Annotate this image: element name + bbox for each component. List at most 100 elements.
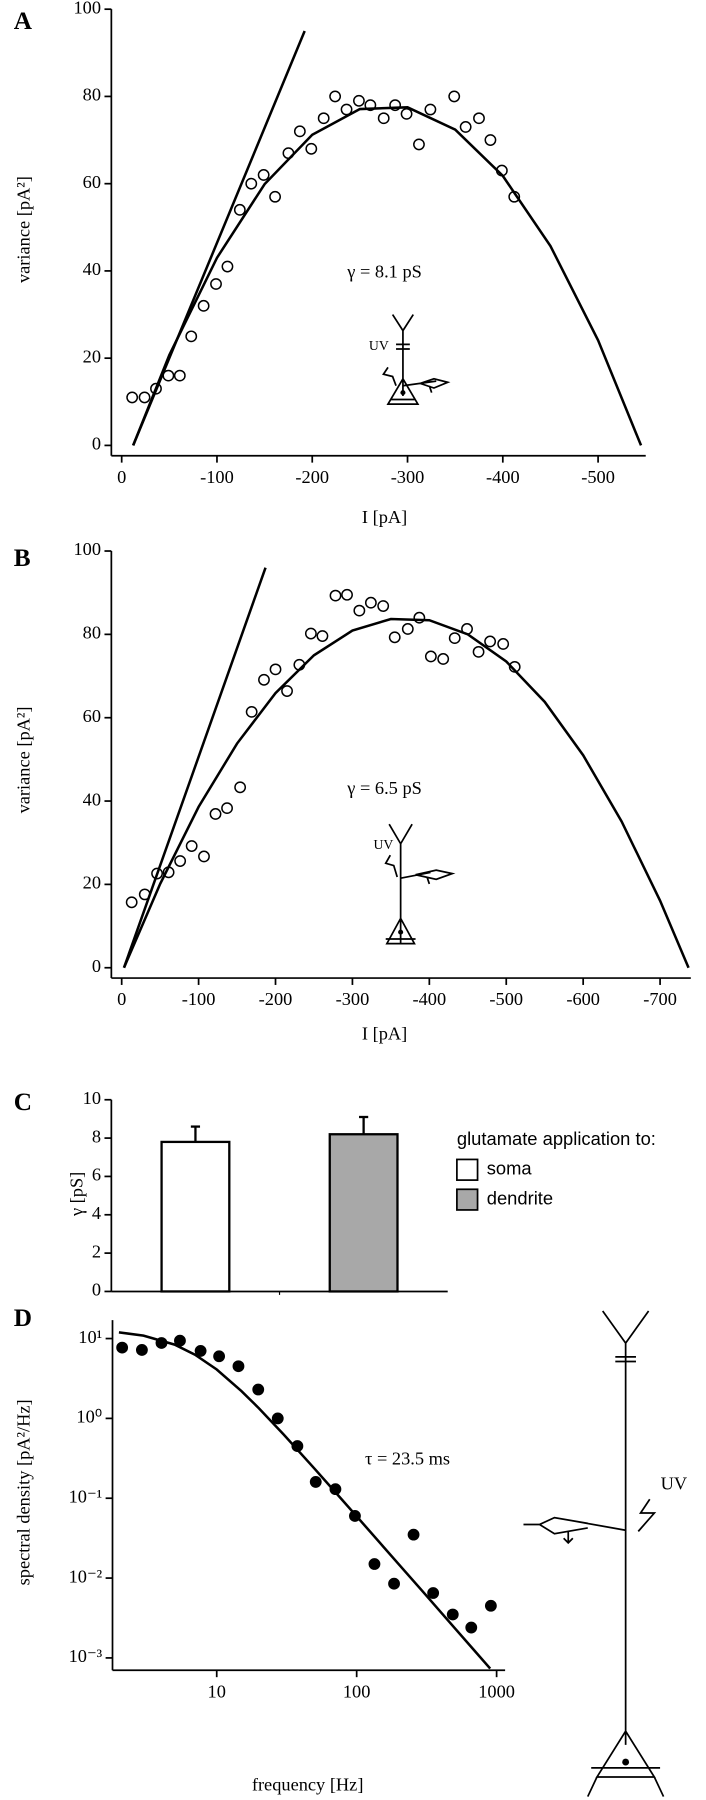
data-point: [245, 705, 258, 718]
x-tick-label: -100: [200, 467, 234, 487]
icon-label: UV: [373, 837, 393, 852]
y-axis-label: variance [pA²]: [13, 706, 33, 813]
data-point: [213, 1350, 226, 1363]
data-point: [329, 589, 342, 602]
y-tick-label: 10⁻¹: [69, 1486, 103, 1506]
data-point: [245, 177, 258, 190]
y-tick-label: 10⁻²: [69, 1566, 103, 1586]
x-tick-label: -400: [413, 989, 447, 1009]
x-tick-label: -500: [489, 989, 523, 1009]
data-point: [484, 1599, 497, 1612]
data-point: [472, 645, 485, 658]
x-tick-label: -200: [259, 989, 293, 1009]
data-point: [353, 94, 365, 107]
data-point: [364, 99, 377, 112]
data-point: [221, 260, 234, 273]
x-tick-label: -300: [391, 467, 425, 487]
legend-label: soma: [487, 1158, 533, 1179]
data-point: [257, 169, 270, 181]
data-point: [377, 600, 390, 612]
data-point: [437, 653, 450, 665]
y-tick-label: 100: [73, 0, 101, 17]
data-point: [364, 596, 377, 609]
y-tick-label: 10⁻³: [69, 1646, 103, 1666]
data-point: [349, 1510, 361, 1522]
data-point: [407, 1528, 420, 1541]
tangent-line: [122, 567, 267, 969]
data-point: [424, 103, 437, 116]
data-point: [508, 660, 521, 673]
y-tick-label: 20: [83, 873, 101, 893]
data-point: [446, 1608, 459, 1621]
data-point: [185, 330, 198, 343]
y-tick-label: 80: [83, 623, 101, 643]
data-point: [232, 1360, 245, 1373]
data-point: [151, 867, 163, 880]
data-point: [162, 369, 175, 382]
data-point: [465, 1621, 478, 1634]
data-point: [198, 850, 210, 863]
data-point: [368, 1558, 381, 1570]
data-point: [317, 112, 330, 125]
data-point: [353, 604, 366, 617]
data-point: [185, 840, 198, 852]
data-point: [197, 299, 210, 312]
data-point: [388, 1577, 400, 1590]
x-tick-label: 1000: [478, 1681, 515, 1701]
panel-label: B: [14, 544, 31, 572]
x-axis-label: I [pA]: [362, 507, 407, 527]
data-point: [126, 391, 139, 404]
legend-swatch: [456, 1158, 479, 1181]
y-tick-label: 2: [92, 1241, 101, 1261]
data-point: [194, 1345, 207, 1357]
y-tick-label: 80: [83, 85, 101, 105]
data-point: [304, 627, 317, 640]
y-tick-label: 20: [83, 346, 101, 366]
data-point: [291, 1440, 304, 1452]
legend-label: dendrite: [487, 1187, 553, 1208]
data-point: [258, 673, 270, 686]
x-axis-label: I [pA]: [362, 1024, 407, 1044]
data-point: [233, 203, 246, 216]
data-point: [316, 630, 329, 642]
data-point: [293, 658, 306, 671]
x-tick-label: 100: [343, 1681, 371, 1701]
data-point: [282, 147, 295, 160]
x-tick-label: -400: [486, 467, 520, 487]
fit-line: [131, 106, 643, 446]
data-point: [173, 369, 186, 382]
data-point: [329, 90, 342, 103]
data-point: [138, 391, 151, 404]
x-tick-label: -200: [295, 467, 329, 487]
data-point: [221, 802, 233, 815]
legend-swatch: [456, 1188, 479, 1211]
legend-title: glutamate application to:: [457, 1128, 656, 1149]
data-point: [484, 134, 497, 146]
data-point: [293, 125, 306, 138]
x-axis-label: frequency [Hz]: [252, 1774, 364, 1794]
y-tick-label: 60: [83, 172, 101, 192]
x-tick-label: 0: [117, 467, 126, 487]
data-point: [427, 1587, 440, 1599]
data-point: [329, 1483, 342, 1496]
data-point: [125, 896, 138, 909]
data-point: [209, 808, 222, 820]
data-point: [497, 638, 510, 650]
annotation: τ = 23.5 ms: [365, 1448, 450, 1468]
y-tick-label: 8: [92, 1126, 101, 1146]
x-tick-label: -500: [581, 467, 615, 487]
y-tick-label: 6: [92, 1165, 101, 1185]
data-point: [448, 632, 461, 645]
data-point: [269, 190, 282, 203]
fit-line: [118, 1331, 492, 1670]
y-tick-label: 40: [83, 789, 101, 809]
y-tick-label: 60: [83, 706, 101, 726]
y-tick-label: 0: [92, 956, 101, 976]
x-tick-label: 10: [208, 1681, 226, 1701]
y-tick-label: 100: [73, 539, 101, 559]
bar: [160, 1140, 231, 1293]
x-tick-label: -100: [182, 989, 216, 1009]
panel-label: A: [14, 7, 33, 35]
data-point: [309, 1476, 322, 1488]
